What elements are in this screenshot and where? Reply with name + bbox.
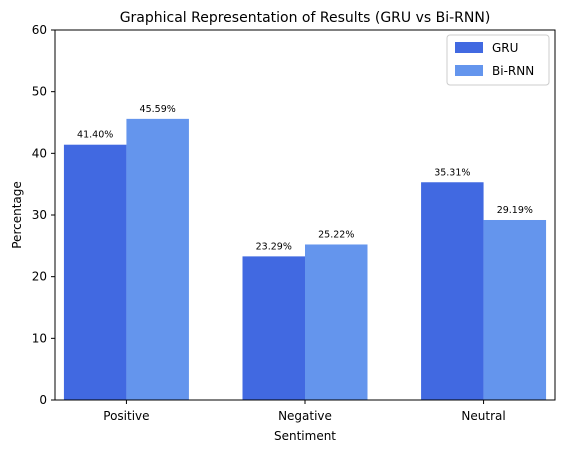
bar-gru-negative — [242, 256, 305, 400]
y-axis-label: Percentage — [10, 181, 24, 249]
data-label-gru-negative: 23.29% — [256, 241, 292, 252]
bar-bi-rnn-positive — [126, 118, 189, 400]
y-tick-label: 60 — [32, 23, 47, 37]
y-tick-label: 0 — [39, 393, 47, 407]
legend-swatch-bi-rnn — [455, 65, 483, 76]
y-axis: 0 10 20 30 40 50 60 — [32, 23, 55, 407]
legend-label-bi-rnn: Bi-RNN — [492, 64, 534, 78]
plot-frame — [54, 29, 556, 401]
x-tick-label-negative: Negative — [278, 409, 332, 423]
data-label-bi-rnn-neutral: 29.19% — [497, 205, 533, 216]
y-tick-label: 20 — [32, 270, 47, 284]
x-tick-label-positive: Positive — [103, 409, 149, 423]
chart-title: Graphical Representation of Results (GRU… — [120, 10, 491, 26]
legend-swatch-gru — [455, 42, 483, 53]
legend-label-gru: GRU — [492, 41, 518, 55]
data-label-bi-rnn-negative: 25.22% — [318, 229, 354, 240]
bar-gru-neutral — [421, 182, 484, 400]
y-tick-label: 30 — [32, 208, 47, 222]
y-tick-label: 10 — [32, 331, 47, 345]
x-tick-label-neutral: Neutral — [461, 409, 505, 423]
legend: GRU Bi-RNN — [446, 34, 550, 86]
data-label-gru-neutral: 35.31% — [434, 167, 470, 178]
data-labels-group: 41.40% 23.29% 35.31% 45.59% 25.22% 29.19% — [77, 104, 533, 253]
bars-group — [63, 118, 547, 400]
bar-gru-positive — [63, 144, 127, 400]
bar-bi-rnn-neutral — [483, 219, 547, 400]
data-label-gru-positive: 41.40% — [77, 130, 113, 141]
bar-bi-rnn-negative — [305, 244, 368, 400]
y-tick-label: 40 — [32, 146, 47, 160]
x-axis: Positive Negative Neutral — [103, 400, 506, 423]
x-axis-label: Sentiment — [274, 429, 336, 443]
data-label-bi-rnn-positive: 45.59% — [140, 104, 176, 115]
y-tick-label: 50 — [32, 85, 47, 99]
